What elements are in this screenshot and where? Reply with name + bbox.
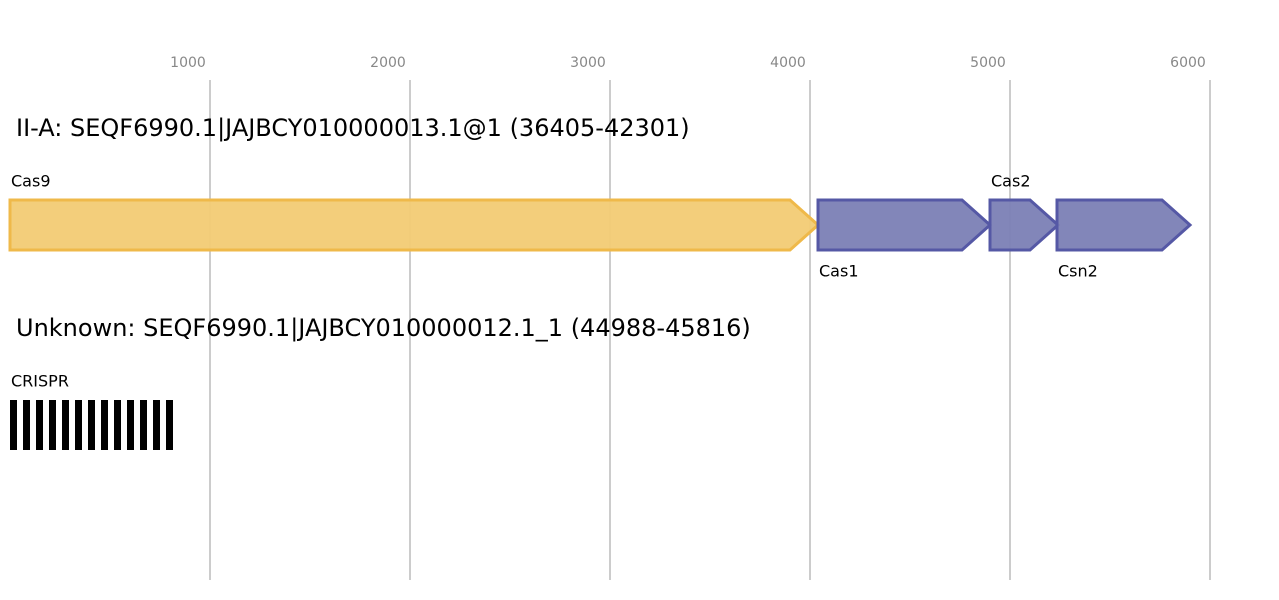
gene-arrow <box>988 198 1061 252</box>
locus-title: II-A: SEQF6990.1|JAJBCY010000013.1@1 (36… <box>16 114 690 142</box>
tick-label: 2000 <box>370 55 406 71</box>
tick-label: 1000 <box>170 55 206 71</box>
gene-arrow <box>8 198 821 252</box>
tick-label: 5000 <box>970 55 1006 71</box>
gene-label: Cas2 <box>991 172 1031 191</box>
gene-label: CRISPR <box>11 372 69 391</box>
gene-label: Cas1 <box>819 262 859 281</box>
crispr-array <box>10 400 176 450</box>
tick-label: 3000 <box>570 55 606 71</box>
gene-arrow <box>1055 198 1193 252</box>
tick-label: 6000 <box>1170 55 1206 71</box>
gene-label: Cas9 <box>11 172 51 191</box>
gene-arrow <box>816 198 993 252</box>
gene-label: Csn2 <box>1058 262 1098 281</box>
locus-title: Unknown: SEQF6990.1|JAJBCY010000012.1_1 … <box>16 314 751 342</box>
tick-label: 4000 <box>770 55 806 71</box>
